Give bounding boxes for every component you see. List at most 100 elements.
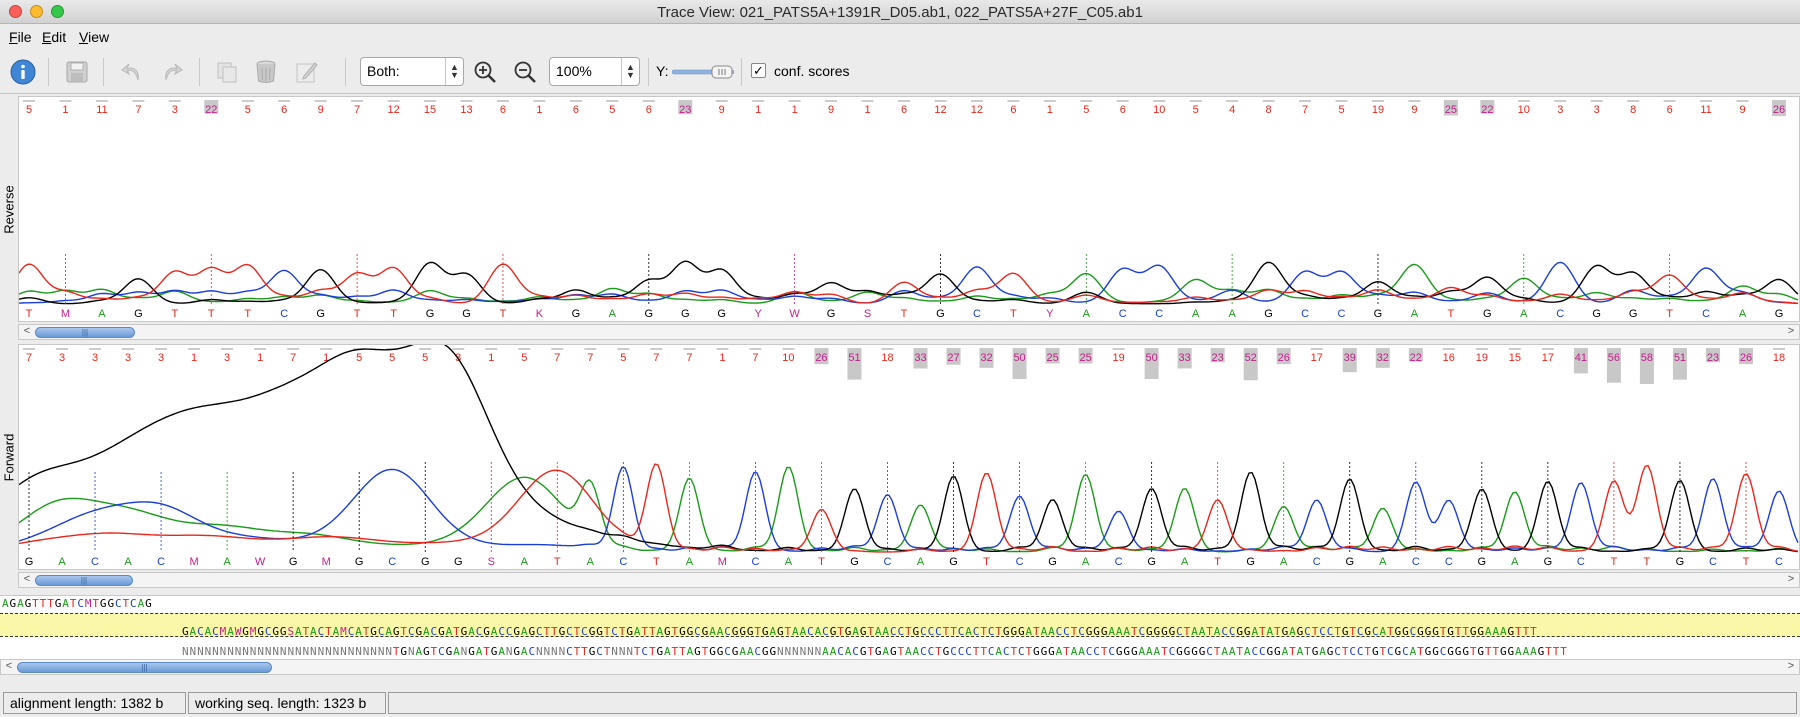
base-call[interactable]: C [884,556,892,568]
delete-button[interactable] [251,57,281,87]
base-call[interactable]: G [681,308,690,320]
scroll-left-icon[interactable]: < [5,660,13,672]
base-call[interactable]: A [1511,556,1519,568]
base-call[interactable]: G [134,308,143,320]
scroll-right-icon[interactable]: > [1787,325,1795,337]
base-call[interactable]: A [1228,308,1236,320]
base-call[interactable]: A [785,556,793,568]
reverse-trace-panel[interactable]: 5 1 11 7 3 22 5 6 9 7 12 15 13 6 1 6 5 6 23 9 1 1 9 1 6 12 12 6 1 5 6 1… [18,96,1800,322]
base-call[interactable]: C [1775,556,1783,568]
base-call[interactable]: A [1082,556,1090,568]
base-call[interactable]: A [1520,308,1528,320]
base-call[interactable]: G [1264,308,1273,320]
base-call[interactable]: G [1147,556,1156,568]
base-call[interactable]: A [1083,308,1091,320]
base-call[interactable]: G [1478,556,1487,568]
base-call[interactable]: A [609,308,617,320]
base-call[interactable]: C [619,556,627,568]
menu-edit[interactable]: Edit [42,29,66,45]
base-call[interactable]: C [1709,556,1717,568]
close-window-button[interactable] [9,5,22,18]
base-call[interactable]: G [1629,308,1638,320]
base-call[interactable]: G [355,556,364,568]
alignment-view[interactable]: AGAGTTTGATCMTGGCTCAG GACACMAWGMGCGGSATAC… [0,595,1800,675]
undo-button[interactable] [117,57,147,87]
base-call[interactable]: T [1666,308,1673,320]
base-call[interactable]: M [718,556,727,568]
zoom-select[interactable]: 100% ▲ ▼ [549,57,640,86]
base-call[interactable]: A [223,556,231,568]
forward-trace-panel[interactable]: 7 3 3 3 3 1 3 1 7 1 5 5 5 3 1 5 7 7 5 7 7 1 7 10 26 51 18 33 27 32 50 2… [18,344,1800,570]
base-call[interactable]: S [488,556,495,568]
base-call[interactable]: C [1119,308,1127,320]
base-call[interactable]: G [421,556,430,568]
working-sequence-row[interactable] [0,613,1800,637]
info-button[interactable] [8,57,38,87]
base-call[interactable]: C [1577,556,1585,568]
base-call[interactable]: A [1181,556,1189,568]
base-call[interactable]: T [354,308,361,320]
base-call[interactable]: A [917,556,925,568]
base-call[interactable]: C [1301,308,1309,320]
base-call[interactable]: C [157,556,165,568]
base-call[interactable]: G [426,308,435,320]
base-call[interactable]: C [1155,308,1163,320]
base-call[interactable]: A [1192,308,1200,320]
base-call[interactable]: C [1412,556,1420,568]
base-call[interactable]: A [58,556,66,568]
strand-select[interactable]: Both: ▲ ▼ [360,57,464,86]
base-call[interactable]: C [1115,556,1123,568]
reverse-read-sequence[interactable]: GACACMAWGMGCGGSATACTAMCATGCAGTCGACGATGAC… [182,625,1538,638]
minimize-window-button[interactable] [30,5,43,18]
base-call[interactable]: S [864,308,871,320]
base-call[interactable]: A [686,556,694,568]
base-call[interactable]: G [454,556,463,568]
base-call[interactable]: T [818,556,825,568]
base-call[interactable]: T [1743,556,1750,568]
base-call[interactable]: T [554,556,561,568]
base-call[interactable]: T [26,308,33,320]
base-call[interactable]: G [850,556,859,568]
base-call[interactable]: C [280,308,288,320]
forward-read-sequence[interactable]: NNNNNNNNNNNNNNNNNNNNNNNNNNNNTGNAGTCGANGA… [182,645,1568,658]
base-call[interactable]: K [536,308,544,320]
zoom-window-button[interactable] [51,5,64,18]
base-call[interactable]: T [208,308,215,320]
base-call[interactable]: W [255,556,266,568]
base-call[interactable]: G [1676,556,1685,568]
base-call[interactable]: C [1556,308,1564,320]
base-call[interactable]: Y [754,308,762,320]
scroll-left-icon[interactable]: < [23,573,31,585]
base-call[interactable]: G [1775,308,1784,320]
base-call[interactable]: T [171,308,178,320]
reverse-scrollbar[interactable]: < ||| > [18,324,1800,340]
base-call[interactable]: G [316,308,325,320]
base-call[interactable]: G [289,556,298,568]
base-call[interactable]: C [751,556,759,568]
base-call[interactable]: G [462,308,471,320]
base-call[interactable]: C [1445,556,1453,568]
consensus-prefix-sequence[interactable]: AGAGTTTGATCMTGGCTCAG [2,597,153,610]
alignment-scroll-thumb[interactable]: ||| [17,662,272,673]
base-call[interactable]: G [1345,556,1354,568]
base-call[interactable]: C [1338,308,1346,320]
base-call[interactable]: M [61,308,70,320]
base-call[interactable]: G [572,308,581,320]
base-call[interactable]: C [1016,556,1024,568]
redo-button[interactable] [157,57,187,87]
scroll-right-icon[interactable]: > [1787,573,1795,585]
copy-button[interactable] [212,57,242,87]
base-call[interactable]: T [500,308,507,320]
base-call[interactable]: T [901,308,908,320]
forward-chromatogram[interactable]: 7 3 3 3 3 1 3 1 7 1 5 5 5 3 1 5 7 7 5 7 7 1 7 10 26 51 18 33 27 32 50 2… [19,345,1799,569]
base-call[interactable]: M [322,556,331,568]
forward-scrollbar[interactable]: < ||| > [18,572,1800,588]
base-call[interactable]: A [1379,556,1387,568]
zoom-in-button[interactable] [470,57,500,87]
base-call[interactable]: T [244,308,251,320]
base-call[interactable]: T [653,556,660,568]
base-call[interactable]: A [1411,308,1419,320]
edit-button[interactable] [292,57,322,87]
base-call[interactable]: A [124,556,132,568]
conf-scores-checkbox[interactable]: ✓ [751,63,766,78]
